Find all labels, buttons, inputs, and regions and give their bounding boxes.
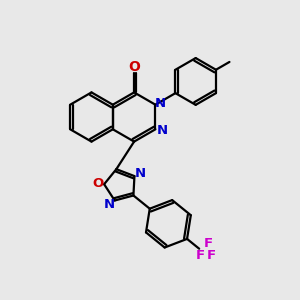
Text: O: O [128, 60, 140, 74]
Text: F: F [207, 249, 216, 262]
Text: N: N [157, 124, 168, 137]
Text: N: N [104, 198, 115, 211]
Text: N: N [155, 97, 166, 110]
Text: N: N [134, 167, 146, 180]
Text: F: F [196, 249, 205, 262]
Text: F: F [204, 237, 213, 250]
Text: O: O [92, 177, 103, 190]
